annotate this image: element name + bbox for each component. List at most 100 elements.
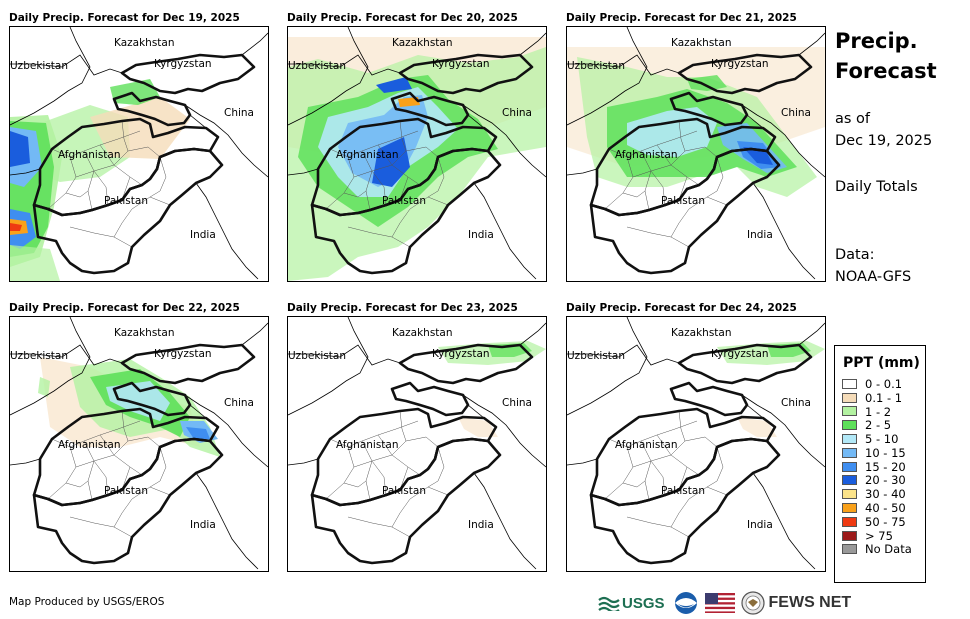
map-label-pakistan: Pakistan — [104, 195, 148, 207]
province-border — [399, 410, 407, 442]
province-border — [656, 434, 700, 476]
legend-label: 2 - 5 — [865, 418, 892, 433]
province-border — [99, 434, 143, 476]
panel-title-1: Daily Precip. Forecast for Dec 19, 2025 — [9, 12, 240, 24]
province-border — [325, 156, 355, 210]
legend-item: 5 - 10 — [842, 432, 925, 446]
map-label-india: India — [468, 229, 494, 241]
data-source: NOAA-GFS — [835, 269, 912, 285]
precip-area — [106, 381, 170, 421]
map-label-kyrgyzstan: Kyrgyzstan — [432, 348, 490, 360]
map-label-china: China — [224, 107, 254, 119]
legend-label: 20 - 30 — [865, 473, 906, 488]
country-border — [467, 114, 485, 129]
noaa-logo-icon — [674, 592, 697, 614]
legend-swatch — [842, 378, 857, 389]
usgs-wave-icon — [598, 596, 620, 611]
legend-swatch — [842, 503, 857, 514]
legend-item: 0 - 0.1 — [842, 377, 925, 391]
kyrgyzstan-outline — [398, 343, 534, 385]
legend-swatch — [842, 392, 857, 403]
province-border — [626, 226, 690, 248]
province-border — [622, 480, 646, 488]
province-border — [391, 196, 449, 238]
map-label-uzbekistan: Uzbekistan — [288, 60, 346, 72]
map-label-afghanistan: Afghanistan — [336, 439, 399, 451]
province-border — [113, 146, 161, 166]
country-border — [752, 182, 816, 280]
country-border — [462, 104, 546, 178]
province-border — [353, 454, 393, 468]
tajikistan-outline — [112, 91, 192, 127]
province-border — [149, 156, 167, 198]
panel-title-2: Daily Precip. Forecast for Dec 20, 2025 — [287, 12, 518, 24]
precip-area — [186, 427, 210, 439]
legend-item: 15 - 20 — [842, 460, 925, 474]
precip-area — [10, 223, 22, 231]
as-of-date: Dec 19, 2025 — [835, 133, 933, 149]
map-label-china: China — [502, 107, 532, 119]
province-border — [361, 150, 387, 206]
province-border — [640, 150, 666, 206]
country-border — [189, 404, 207, 419]
province-border — [113, 436, 161, 456]
tajikistan-outline — [669, 381, 749, 417]
map-svg: Kazakhstan Uzbekistan Kyrgyzstan China Afgha… — [288, 317, 546, 570]
pakistan-outline — [32, 147, 224, 275]
map-label-pakistan: Pakistan — [382, 195, 426, 207]
country-border — [288, 317, 369, 416]
legend-swatch — [842, 516, 857, 527]
pakistan-outline — [310, 437, 502, 565]
province-border — [361, 440, 387, 496]
country-border — [567, 168, 598, 176]
province-border — [347, 516, 411, 538]
map-label-kazakhstan: Kazakhstan — [114, 37, 175, 49]
fews-net-logo-text: FEWS NET — [768, 594, 852, 611]
country-border — [473, 472, 537, 570]
country-border — [195, 182, 259, 280]
map-label-india: India — [468, 519, 494, 531]
legend-label: 1 - 2 — [865, 404, 892, 419]
as-of-block: as of Dec 19, 2025 — [835, 108, 932, 152]
country-border — [10, 168, 41, 176]
province-border — [391, 436, 439, 456]
kyrgyzstan-outline — [677, 53, 813, 95]
precip-area — [372, 137, 410, 187]
country-border — [288, 458, 319, 466]
legend-swatch — [842, 475, 857, 486]
province-border — [427, 156, 445, 198]
map-label-india: India — [190, 519, 216, 531]
legend-swatch — [842, 447, 857, 458]
country-border — [746, 114, 764, 129]
country-border — [473, 182, 537, 280]
legend-label: 40 - 50 — [865, 501, 906, 516]
province-border — [47, 446, 77, 500]
legend-item: 40 - 50 — [842, 501, 925, 515]
province-border — [427, 446, 445, 488]
province-border — [399, 120, 407, 152]
country-border — [567, 458, 598, 466]
side-title-line1: Precip. — [835, 29, 918, 53]
panel-title-4: Daily Precip. Forecast for Dec 22, 2025 — [9, 302, 240, 314]
country-border — [189, 114, 207, 129]
map-panel-1: Kazakhstan Uzbekistan Kyrgyzstan China Afgha… — [9, 26, 269, 282]
legend-label: 10 - 15 — [865, 445, 906, 460]
as-of-label: as of — [835, 111, 871, 127]
precip-area — [38, 377, 50, 397]
province-border — [678, 410, 686, 442]
map-panel-3: Kazakhstan Uzbekistan Kyrgyzstan China Afgha… — [566, 26, 826, 282]
country-border — [752, 472, 816, 570]
country-border — [741, 394, 825, 468]
map-label-kyrgyzstan: Kyrgyzstan — [432, 58, 490, 70]
map-label-pakistan: Pakistan — [382, 485, 426, 497]
map-label-uzbekistan: Uzbekistan — [567, 350, 625, 362]
province-border — [121, 410, 129, 442]
map-label-india: India — [190, 229, 216, 241]
map-label-afghanistan: Afghanistan — [58, 149, 121, 161]
daily-totals-label: Daily Totals — [835, 179, 918, 195]
legend-swatch — [842, 420, 857, 431]
country-border — [741, 104, 825, 178]
tajikistan-outline — [669, 91, 749, 127]
legend-item: 0.1 - 1 — [842, 391, 925, 405]
map-svg: Kazakhstan Uzbekistan Kyrgyzstan China Afgha… — [288, 27, 546, 281]
